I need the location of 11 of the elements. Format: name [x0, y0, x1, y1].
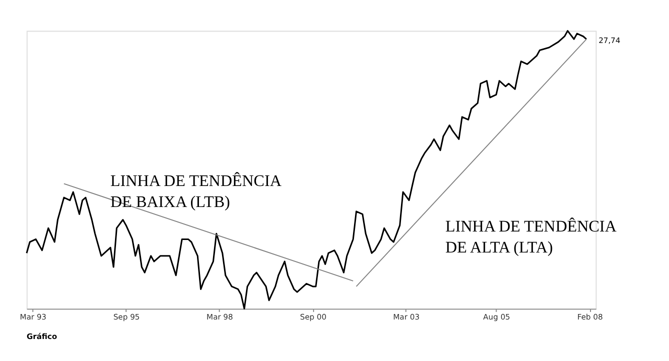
annotation: LINHA DE TENDÊNCIA DE ALTA (LTA) [445, 218, 617, 257]
x-tick-label: Mar 03 [393, 312, 420, 322]
x-tick-label: Sep 95 [113, 312, 140, 322]
text: 27,74 [598, 36, 621, 46]
x-tick-label: Aug 05 [483, 312, 510, 322]
text: Gráfico [26, 332, 58, 342]
x-tick-label: Mar 98 [206, 312, 234, 322]
x-tick-label: Sep 00 [300, 312, 327, 322]
x-tick-label: Feb 08 [577, 312, 604, 322]
x-tick-label: Mar 93 [20, 312, 47, 322]
annotation: LINHA DE TENDÊNCIA DE BAIXA (LTB) [110, 172, 282, 211]
